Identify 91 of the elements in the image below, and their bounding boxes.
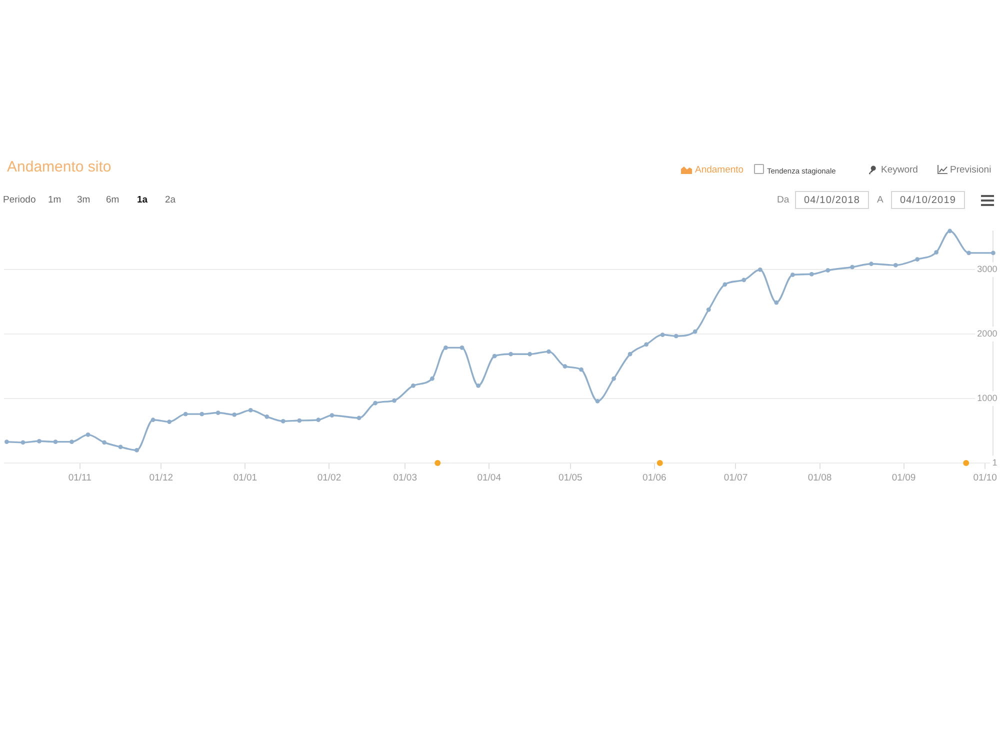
point	[392, 398, 396, 403]
point	[562, 364, 568, 369]
x-tick-label: 01/11	[68, 472, 92, 484]
point	[248, 408, 253, 412]
point	[963, 460, 970, 466]
point	[579, 367, 584, 372]
text: 3m	[77, 194, 90, 206]
point	[356, 416, 362, 420]
point	[934, 250, 938, 254]
point	[758, 267, 762, 272]
text: Andamento	[695, 164, 744, 176]
x-tick-label: 01/10	[973, 472, 997, 484]
x-tick-label: 01/07	[724, 472, 748, 484]
text: A	[877, 194, 884, 206]
point	[4, 440, 9, 444]
date-field: 04/10/2019	[891, 191, 965, 209]
text: Da	[777, 194, 790, 206]
x-tick-label: 01/03	[393, 472, 417, 484]
point	[280, 418, 286, 424]
point	[774, 300, 779, 305]
chart-title: Andamento sito	[7, 158, 112, 176]
point	[460, 345, 464, 350]
point	[893, 262, 898, 268]
text: 1m	[48, 194, 62, 206]
point	[264, 414, 270, 419]
point	[430, 376, 434, 381]
point	[134, 448, 139, 452]
point	[444, 345, 448, 350]
point	[612, 376, 616, 381]
y-tick-label: 3000	[977, 264, 998, 274]
x-tick-label: 01/04	[477, 472, 502, 484]
point	[660, 332, 665, 337]
point	[476, 384, 480, 388]
point	[706, 307, 711, 312]
y-tick-label: 2000	[977, 328, 998, 339]
x-tick-label: 01/05	[558, 472, 582, 484]
point	[102, 440, 106, 445]
x-tick-label: 01/12	[149, 472, 174, 484]
point	[674, 334, 678, 338]
point	[70, 440, 74, 444]
y-tick-label: 1	[992, 457, 998, 468]
point	[546, 349, 551, 354]
x-tick-label: 01/06	[642, 472, 666, 484]
point	[411, 384, 416, 388]
text: 6m	[106, 194, 120, 206]
point	[330, 413, 334, 418]
point	[850, 264, 854, 270]
y-tick-label: 1000	[977, 393, 998, 404]
point	[167, 420, 172, 424]
text: Previsioni	[950, 164, 992, 176]
point	[656, 460, 663, 466]
point	[644, 342, 649, 347]
point	[742, 278, 746, 282]
point	[528, 352, 532, 356]
date-field: 04/10/2018	[795, 191, 869, 209]
text: Periodo	[3, 194, 36, 206]
point	[86, 432, 90, 437]
x-tick-label: 01/01	[233, 472, 258, 484]
point	[991, 250, 996, 256]
text: 2a	[165, 194, 176, 206]
point	[966, 250, 972, 256]
point	[826, 268, 830, 273]
point	[790, 272, 795, 278]
point	[200, 412, 204, 416]
point	[948, 228, 952, 234]
point	[183, 412, 188, 416]
point	[869, 262, 874, 266]
point	[628, 352, 632, 356]
point	[692, 329, 698, 334]
point	[915, 257, 920, 262]
text: Keyword	[881, 164, 918, 176]
point	[20, 440, 26, 445]
point	[297, 418, 302, 423]
point	[492, 354, 497, 358]
point	[508, 352, 513, 356]
point	[232, 412, 237, 417]
point	[434, 460, 441, 466]
point	[37, 438, 42, 444]
x-tick-label: 01/02	[317, 472, 342, 484]
point	[150, 418, 156, 422]
x-tick-label: 01/09	[892, 472, 916, 484]
point	[216, 410, 220, 415]
point	[53, 440, 58, 444]
point	[118, 444, 123, 450]
point	[373, 400, 378, 406]
point	[316, 418, 321, 422]
point	[595, 398, 600, 404]
x-tick-label: 01/08	[808, 472, 832, 484]
text: 1a	[137, 194, 148, 206]
point	[809, 272, 814, 276]
point	[722, 282, 728, 287]
